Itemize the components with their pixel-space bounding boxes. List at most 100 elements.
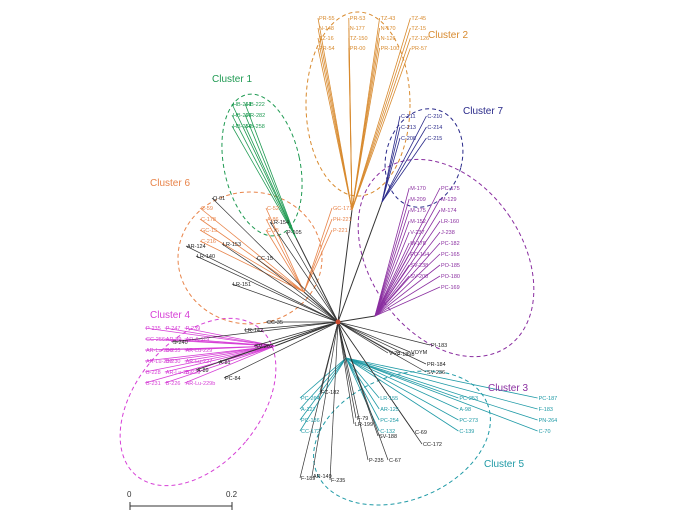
leaf-label: V-23 [389, 351, 400, 357]
leaf-label: A-127 [301, 407, 316, 413]
leaf-branch [265, 229, 305, 293]
leaf-label: C-214 [427, 125, 442, 131]
leaf-branch [374, 275, 410, 317]
leaf-label: M-170 [410, 186, 426, 192]
leaf-branch [345, 357, 538, 410]
leaf-label: PR-00 [350, 46, 366, 52]
leaf-branch [199, 207, 305, 293]
leaf-label: C-15 [267, 228, 279, 234]
c7-trunk [337, 201, 383, 323]
leaf-label: PC-84 [225, 376, 241, 382]
leaf-label: AR-89 [166, 337, 182, 343]
leaf-label: M-178 [410, 241, 426, 247]
c1-boundary [221, 93, 303, 237]
leaf-label: F-189 [301, 476, 315, 482]
leaf-branch [374, 253, 410, 317]
leaf-label: AR-Lu-232 [146, 359, 173, 365]
leaf-label: A-89 [197, 368, 209, 374]
leaf-branch [345, 357, 459, 421]
leaf-branch [337, 321, 427, 365]
leaf-label: SV-188 [379, 434, 397, 440]
leaf-label: AR-124 [187, 244, 206, 250]
leaf-branch [374, 209, 410, 317]
leaf-label: A-81 [219, 360, 231, 366]
leaf-label: F-183 [539, 407, 553, 413]
leaf-label: P-247 [166, 326, 181, 332]
leaf-branch [303, 218, 333, 293]
leaf-branch [345, 357, 380, 432]
leaf-label: PC-273 [459, 418, 478, 424]
leaf-label: PR-55 [319, 16, 335, 22]
leaf-branch [337, 321, 355, 425]
leaf-branch [345, 357, 459, 399]
leaf-branch [351, 47, 380, 211]
leaf-label: TZ-126 [411, 36, 429, 42]
leaf-branch [144, 345, 276, 384]
leaf-branch [244, 114, 297, 239]
leaf-branch [345, 357, 380, 399]
leaf-branch [374, 264, 441, 317]
leaf-branch [244, 103, 297, 239]
leaf-branch [185, 245, 339, 323]
leaf-branch [337, 321, 411, 353]
leaf-label: C-139 [459, 429, 474, 435]
leaf-label: AR-Lu-227 [186, 359, 213, 365]
leaf-branch [374, 198, 410, 317]
leaf-label: AR-149 [313, 474, 332, 480]
leaf-label: Q-01 [213, 196, 225, 202]
scale-bar: 0 0.2 [127, 490, 238, 510]
leaf-branch [374, 231, 441, 317]
leaf-branch [348, 47, 353, 211]
leaf-label: M-209 [410, 197, 426, 203]
leaf-label: PO-185 [441, 263, 460, 269]
c5-title: Cluster 5 [484, 459, 524, 470]
leaf-branch [381, 115, 427, 203]
leaf-label: LR-153 [223, 242, 241, 248]
leaf-branch [211, 197, 339, 323]
leaf-branch [317, 47, 353, 211]
leaf-label: PI-183 [431, 343, 447, 349]
leaf-branch [231, 125, 297, 239]
leaf-branch [345, 357, 459, 432]
leaf-label: P-235 [146, 326, 161, 332]
leaf-label: CC-15 [257, 256, 273, 262]
leaf-label: PO-164 [410, 252, 429, 258]
leaf-label: PC-175 [441, 186, 460, 192]
leaf-label: LR-160 [441, 219, 459, 225]
leaf-label: P-221 [333, 228, 348, 234]
leaf-branch [345, 357, 538, 432]
leaf-branch [164, 327, 276, 347]
leaf-label: C-215 [427, 136, 442, 142]
leaf-branch [253, 321, 339, 347]
c6-boundary [177, 191, 323, 325]
leaf-label: M-129 [441, 197, 457, 203]
c7-boundary [384, 108, 464, 208]
leaf-label: GC-171 [333, 206, 352, 212]
scale-bar-start-label: 0 [127, 490, 132, 499]
leaf-branch [164, 345, 276, 362]
leaf-branch [199, 240, 305, 293]
leaf-label: B-229 [186, 370, 201, 376]
leaf-label: C-52 [267, 206, 279, 212]
leaf-branch [381, 137, 427, 203]
leaf-branch [381, 126, 427, 203]
leaf-label: N-126 [381, 36, 396, 42]
leaf-label: N-170 [381, 26, 396, 32]
leaf-branch [345, 357, 459, 410]
leaf-branch [265, 207, 305, 293]
leaf-label: C-210 [427, 114, 442, 120]
leaf-branch [144, 345, 276, 362]
leaf-label: A-86 [267, 217, 279, 223]
leaf-branch [231, 103, 297, 239]
leaf-label: PC-264 [301, 396, 320, 402]
leaf-branch [374, 187, 410, 317]
leaf-label: PC-165 [441, 252, 460, 258]
leaf-label: SV-202 [255, 344, 273, 350]
c7-title: Cluster 7 [463, 106, 503, 117]
leaf-branch [337, 321, 431, 346]
leaf-label: M-152 [410, 219, 426, 225]
leaf-label: P-235 [369, 458, 384, 464]
c3-title: Cluster 3 [488, 383, 528, 394]
